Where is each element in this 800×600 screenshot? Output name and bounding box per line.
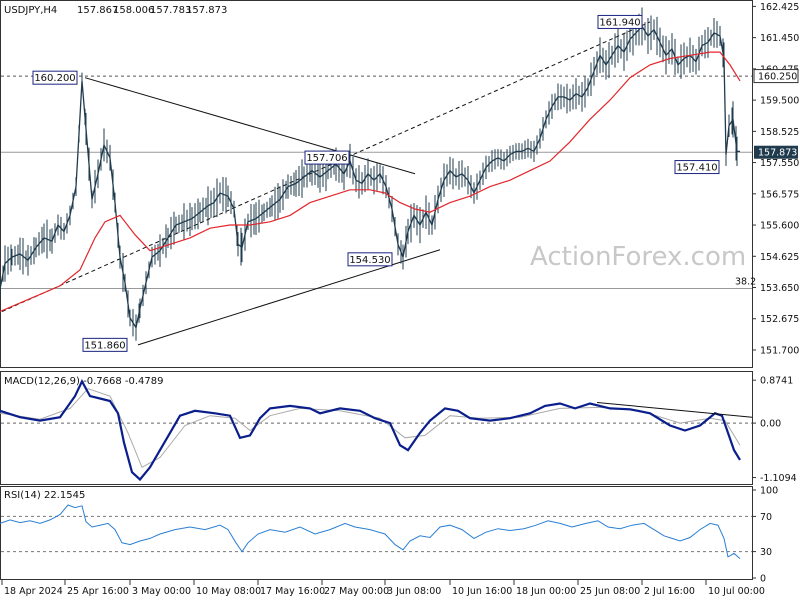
current-price-label: 157.873: [758, 148, 797, 159]
price-annotation-box: [674, 160, 720, 175]
macd-title: MACD(12,26,9) -0.7668 -0.4789: [4, 376, 164, 387]
rsi-y-tick: 30: [760, 547, 772, 558]
price-annotation-label: 157.410: [676, 163, 717, 174]
price-y-tick: 158.525: [760, 127, 799, 138]
rsi-panel: [0, 486, 753, 580]
x-tick: 18 Jun 00:00: [516, 586, 576, 597]
price-annotation-box: [304, 150, 350, 165]
price-y-tick: 162.425: [760, 2, 799, 13]
price-annotation-label: 154.530: [349, 255, 390, 266]
price-y-tick: 151.700: [760, 345, 799, 356]
macd-panel: [0, 371, 753, 485]
current-price-box: [754, 145, 798, 159]
chart-title: USDJPY,H4: [4, 5, 57, 16]
price-y-tick: 155.600: [760, 221, 799, 232]
price-annotation-label: 157.706: [306, 153, 347, 164]
price-y-tick: 152.675: [760, 314, 799, 325]
price-y-tick: 153.650: [760, 283, 799, 294]
rsi-y-tick: 70: [760, 512, 772, 523]
price-annotation-label: 151.860: [84, 340, 125, 351]
macd-line: [0, 378, 741, 482]
price-y-tick: 157.550: [760, 158, 799, 169]
price-annotation-label: 161.940: [599, 17, 640, 28]
x-tick: 10 Jul 00:00: [708, 586, 765, 597]
price-line: [0, 25, 740, 330]
price-annotation-box: [82, 337, 128, 352]
macd-trendline: [596, 401, 753, 418]
x-tick: 27 May 00:00: [324, 586, 389, 597]
macd-y-tick: 0.00: [760, 419, 781, 430]
rsi-title: RSI(14) 22.1545: [4, 490, 85, 501]
macd-layer: [0, 378, 753, 482]
ema-line: [0, 51, 741, 313]
ohlc-close: 157.873: [186, 5, 227, 16]
x-tick: 25 Apr 16:00: [67, 586, 129, 597]
price-trendline: [84, 77, 416, 175]
rsi-y-tick: 100: [760, 486, 778, 497]
x-tick: 2 Jul 16:00: [644, 586, 695, 597]
price-trendline: [1, 21, 651, 312]
price-y-tick: 159.500: [760, 96, 799, 107]
price-layer: 160.200 151.860 157.706 154.530 161.940 157.4…: [0, 7, 752, 352]
x-tick: 10 May 08:00: [196, 586, 261, 597]
x-tick: 18 Apr 2024: [4, 586, 63, 597]
x-tick: 3 May 00:00: [132, 586, 191, 597]
ohlc-high: 158.006: [113, 5, 154, 16]
fib-label: 38.2: [735, 276, 756, 287]
rsi-line: [0, 504, 741, 559]
level-price-box: [753, 69, 799, 84]
macd-y-tick: 0.8741: [760, 376, 793, 387]
watermark: ActionForex.com: [530, 242, 746, 272]
macd-y-tick: -1.1094: [760, 473, 797, 484]
price-annotation-box: [347, 252, 393, 267]
ohlc-open: 157.867: [77, 5, 118, 16]
x-tick: 10 Jun 16:00: [452, 586, 512, 597]
rsi-y-tick: 0: [760, 574, 766, 585]
price-annotation-box: [597, 14, 643, 29]
x-tick: 3 Jun 08:00: [387, 586, 441, 597]
x-tick: 17 May 16:00: [260, 586, 325, 597]
price-y-tick: 154.625: [760, 252, 799, 263]
price-annotation-box: [32, 70, 78, 85]
price-y-tick: 156.575: [760, 189, 799, 200]
x-tick: 25 Jun 08:00: [580, 586, 640, 597]
level-price-label: 160.250: [758, 72, 797, 83]
price-annotation-label: 160.200: [34, 73, 75, 84]
price-y-tick: 161.450: [760, 33, 799, 44]
ohlc-low: 157.783: [150, 5, 191, 16]
rsi-layer: [0, 504, 752, 559]
